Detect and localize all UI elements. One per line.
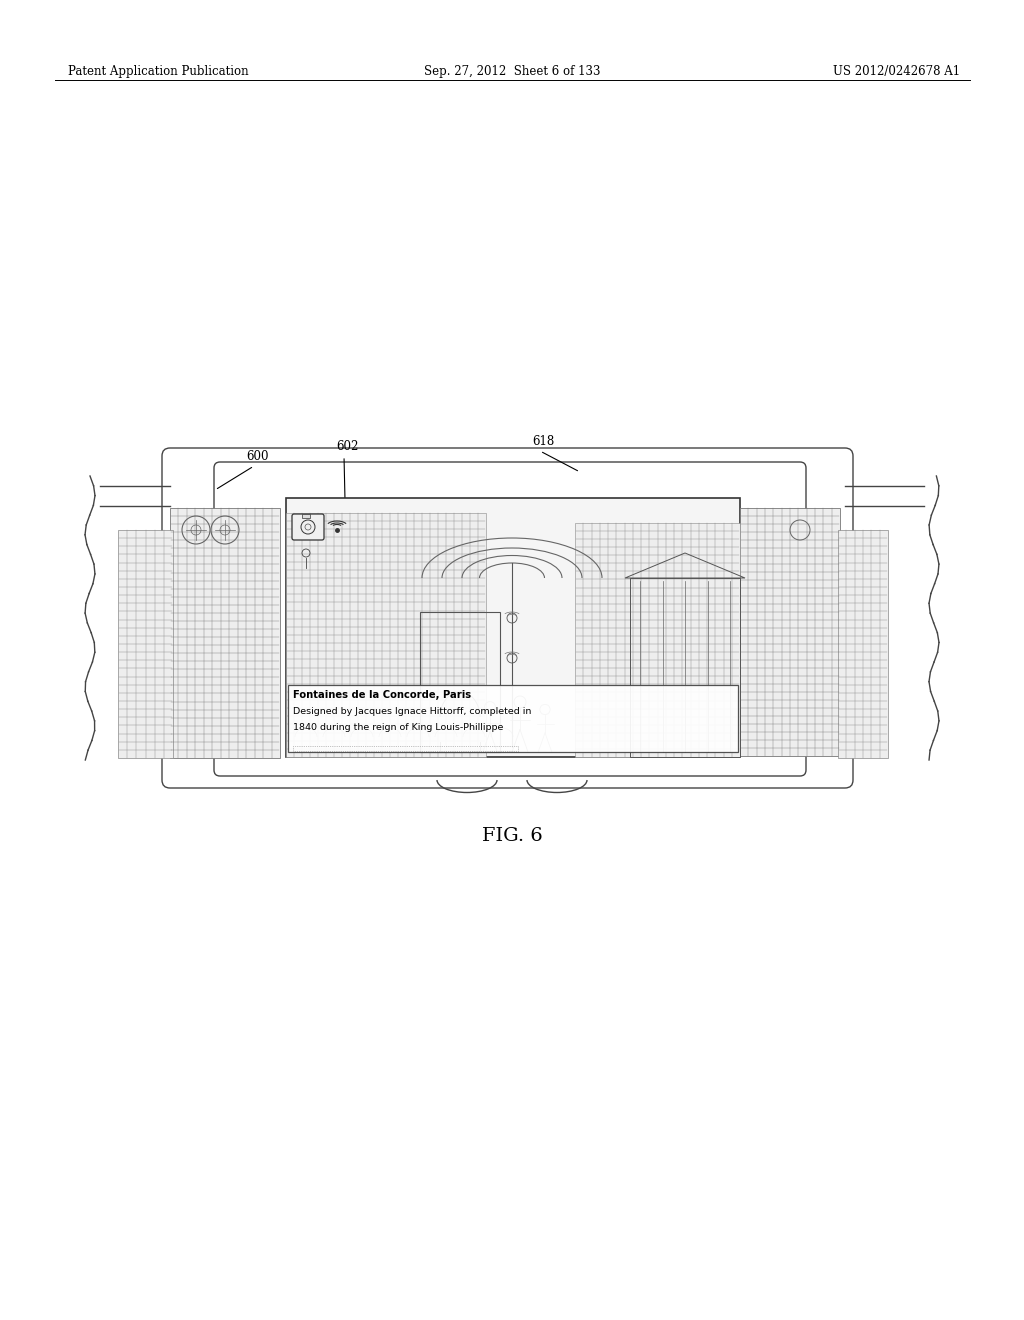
Bar (288, 685, 738, 752)
Bar (293, 746, 518, 751)
Bar (420, 612, 500, 752)
Bar (838, 531, 888, 758)
Bar (740, 508, 840, 756)
Bar (286, 513, 486, 756)
Text: 618: 618 (532, 436, 554, 447)
FancyBboxPatch shape (292, 513, 324, 540)
Text: Fontaines de la Concorde, Paris: Fontaines de la Concorde, Paris (293, 690, 471, 700)
Text: US 2012/0242678 A1: US 2012/0242678 A1 (833, 65, 961, 78)
Text: Patent Application Publication: Patent Application Publication (68, 65, 249, 78)
Bar (286, 498, 740, 756)
Text: FIG. 6: FIG. 6 (481, 828, 543, 845)
Bar (302, 513, 310, 517)
Text: 1840 during the reign of King Louis-Phillippe: 1840 during the reign of King Louis-Phil… (293, 723, 504, 733)
Bar (575, 523, 740, 756)
Text: 602: 602 (336, 440, 358, 453)
Text: Designed by Jacques Ignace Hittorff, completed in: Designed by Jacques Ignace Hittorff, com… (293, 708, 531, 715)
Bar (630, 578, 740, 756)
Text: Sep. 27, 2012  Sheet 6 of 133: Sep. 27, 2012 Sheet 6 of 133 (424, 65, 600, 78)
Text: 600: 600 (246, 450, 268, 463)
Bar (170, 508, 280, 758)
Bar (118, 531, 173, 758)
